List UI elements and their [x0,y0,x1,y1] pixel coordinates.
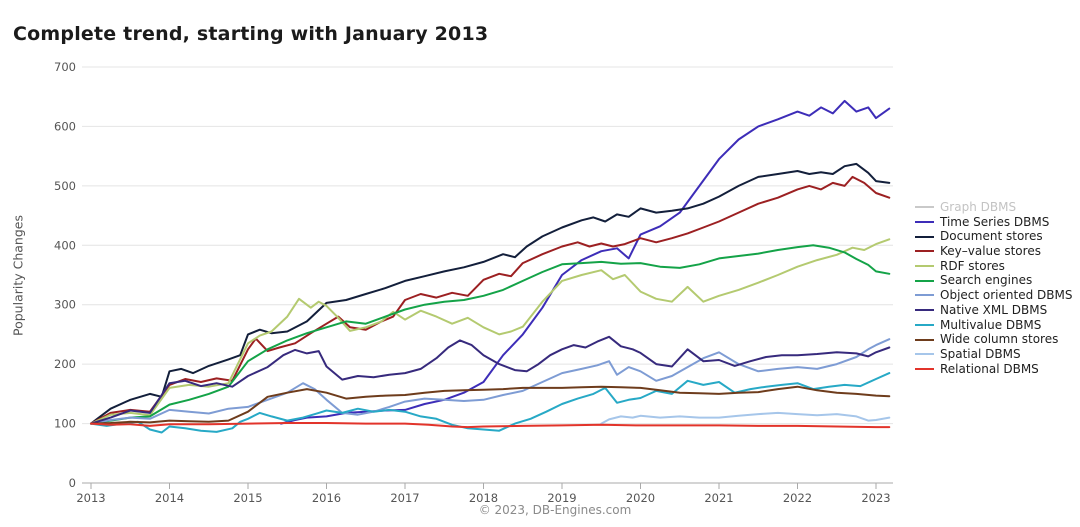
series-line-search-engines[interactable] [90,244,891,425]
series-line-relational-dbms[interactable] [90,422,891,429]
legend-label-object-oriented-dbms: Object oriented DBMS [940,288,1073,303]
legend-swatch-key-value-stores [915,250,934,253]
legend-item-wide-column-stores[interactable]: Wide column stores [915,332,1072,347]
legend-item-relational-dbms[interactable]: Relational DBMS [915,362,1072,377]
x-tick-label-2018: 2018 [469,491,498,505]
series-line-rdf-stores[interactable] [90,238,891,425]
legend-item-native-xml-dbms[interactable]: Native XML DBMS [915,303,1072,318]
x-tick-label-2022: 2022 [783,491,812,505]
legend-item-spatial-dbms[interactable]: Spatial DBMS [915,347,1072,362]
legend-swatch-native-xml-dbms [915,309,934,312]
x-tick-label-2015: 2015 [233,491,262,505]
legend-swatch-multivalue-dbms [915,323,934,326]
legend-item-rdf-stores[interactable]: RDF stores [915,259,1072,274]
y-tick-label-300: 300 [54,298,76,312]
y-tick-label-500: 500 [54,179,76,193]
y-tick-label-100: 100 [54,417,76,431]
legend-label-spatial-dbms: Spatial DBMS [940,346,1021,361]
series-line-multivalue-dbms[interactable] [90,372,891,434]
legend-label-document-stores: Document stores [940,229,1043,244]
x-tick-label-2013: 2013 [76,491,105,505]
legend-label-wide-column-stores: Wide column stores [940,332,1059,347]
series-line-wide-column-stores[interactable] [90,385,891,425]
page-title: Complete trend, starting with January 20… [13,22,489,45]
legend-swatch-relational-dbms [915,367,934,370]
series-line-spatial-dbms[interactable] [600,411,891,425]
legend-swatch-document-stores [915,235,934,238]
y-tick-label-600: 600 [54,119,76,133]
legend-swatch-search-engines [915,279,934,282]
x-tick-label-2023: 2023 [861,491,890,505]
legend-label-search-engines: Search engines [940,273,1033,288]
legend-label-graph-dbms: Graph DBMS [940,200,1017,214]
copyright-credit: © 2023, DB-Engines.com [478,503,632,517]
x-tick-label-2014: 2014 [155,491,184,505]
y-tick-label-400: 400 [54,238,76,252]
series-line-document-stores[interactable] [90,162,891,425]
legend-item-key-value-stores[interactable]: Key–value stores [915,244,1072,259]
legend-item-search-engines[interactable]: Search engines [915,273,1072,288]
y-axis-title: Popularity Changes [10,215,26,336]
x-tick-label-2020: 2020 [626,491,655,505]
legend-label-native-xml-dbms: Native XML DBMS [940,302,1048,317]
legend-item-document-stores[interactable]: Document stores [915,229,1072,244]
legend-swatch-wide-column-stores [915,338,934,341]
chart-legend: Graph DBMS Time Series DBMS Document store… [915,200,1072,376]
legend-swatch-time-series-dbms [915,221,934,224]
y-tick-label-0: 0 [69,476,76,490]
legend-swatch-object-oriented-dbms [915,294,934,297]
legend-label-time-series-dbms: Time Series DBMS [940,214,1050,229]
legend-label-rdf-stores: RDF stores [940,258,1005,273]
legend-item-graph-dbms[interactable]: Graph DBMS [915,200,1072,215]
legend-swatch-graph-dbms [915,206,934,209]
legend-item-object-oriented-dbms[interactable]: Object oriented DBMS [915,288,1072,303]
legend-item-time-series-dbms[interactable]: Time Series DBMS [915,215,1072,230]
y-tick-label-700: 700 [54,60,76,74]
x-tick-label-2016: 2016 [312,491,341,505]
legend-swatch-rdf-stores [915,265,934,268]
series-line-key-value-stores[interactable] [90,175,891,425]
series-line-native-xml-dbms[interactable] [90,335,891,425]
y-tick-label-200: 200 [54,357,76,371]
x-tick-label-2017: 2017 [390,491,419,505]
legend-label-relational-dbms: Relational DBMS [940,361,1039,376]
legend-swatch-spatial-dbms [915,353,934,356]
series-line-object-oriented-dbms[interactable] [90,338,891,425]
legend-item-multivalue-dbms[interactable]: Multivalue DBMS [915,318,1072,333]
legend-label-key-value-stores: Key–value stores [940,244,1041,259]
x-tick-label-2021: 2021 [704,491,733,505]
legend-label-multivalue-dbms: Multivalue DBMS [940,317,1042,332]
x-tick-label-2019: 2019 [547,491,576,505]
